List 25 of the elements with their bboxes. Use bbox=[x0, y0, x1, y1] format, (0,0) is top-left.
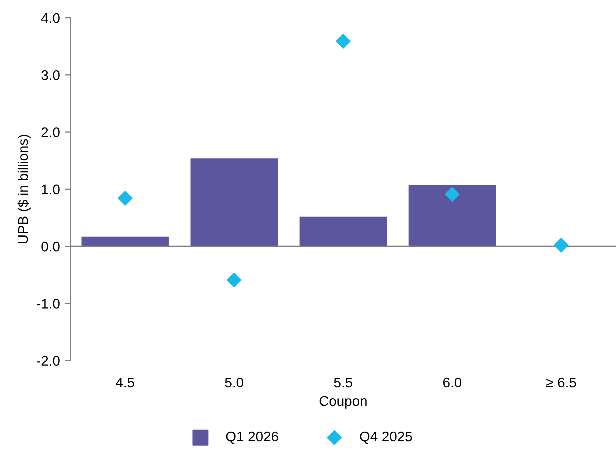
y-tick-label: 0.0 bbox=[42, 242, 60, 252]
legend-label: Q4 2025 bbox=[360, 432, 412, 444]
x-tick-label: ≥ 6.5 bbox=[546, 378, 576, 388]
x-tick-label: 5.0 bbox=[225, 378, 244, 388]
y-tick-label: -1.0 bbox=[37, 299, 60, 309]
point bbox=[554, 238, 570, 254]
point bbox=[336, 34, 352, 50]
point bbox=[444, 186, 460, 202]
bar bbox=[408, 185, 496, 247]
y-tick-label: 2.0 bbox=[42, 128, 60, 138]
point bbox=[226, 272, 242, 288]
bar bbox=[300, 216, 388, 247]
point bbox=[118, 190, 133, 206]
bar bbox=[190, 158, 278, 247]
y-tick-label: 4.0 bbox=[41, 13, 60, 24]
y-tick-label: 3.0 bbox=[42, 70, 60, 80]
bar bbox=[82, 236, 169, 247]
legend-label: Q1 2026 bbox=[226, 432, 278, 444]
x-axis-title: Coupon bbox=[320, 396, 367, 409]
y-axis-title: UPB ($ in billions) bbox=[18, 135, 31, 244]
x-tick-label: 6.0 bbox=[444, 378, 462, 388]
y-tick-label: -2.0 bbox=[37, 356, 60, 366]
x-tick-label: 4.5 bbox=[116, 378, 134, 388]
x-tick-label: 5.5 bbox=[334, 378, 352, 388]
y-tick-label: 1.0 bbox=[42, 184, 60, 195]
